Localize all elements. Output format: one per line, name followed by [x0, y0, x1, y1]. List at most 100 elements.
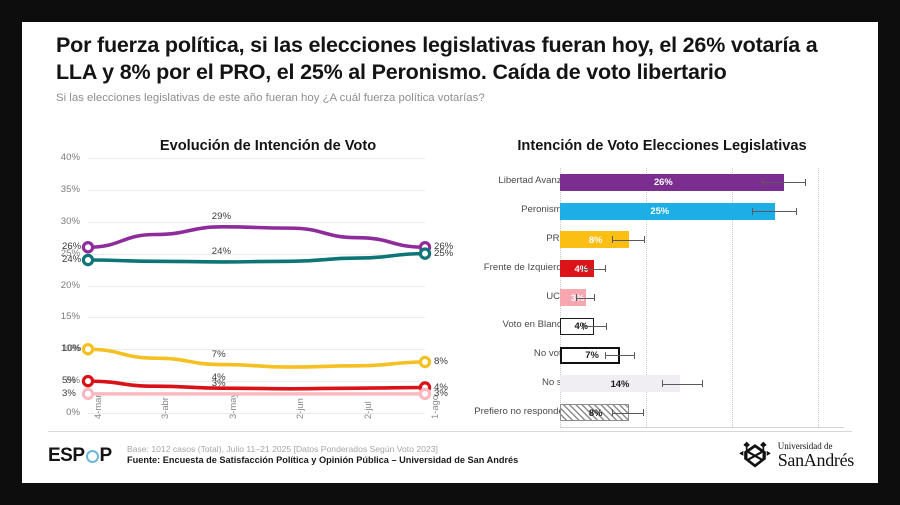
footer-divider [48, 431, 852, 432]
bar-chart-error-bar [661, 383, 702, 385]
bar-chart-value-label: 26% [653, 176, 673, 188]
line-point-label-start: 26% [62, 241, 82, 253]
bar-chart-error-cap [661, 380, 663, 388]
university-name: Universidad de SanAndrés [777, 440, 855, 470]
slide-card: Por fuerza política, si las elecciones l… [22, 22, 878, 483]
line-point-label-mid: 7% [211, 348, 226, 360]
bar-chart-error-cap [604, 351, 606, 359]
bar-chart-error-bar [583, 326, 606, 328]
line-point-label-end: 4% [434, 381, 448, 393]
bar-chart-error-cap [611, 236, 613, 244]
line-point-label-end: 3% [434, 387, 448, 399]
line-chart-title: Evolución de Intención de Voto [159, 138, 377, 154]
bar-chart-plot: 0%10%20%30%Libertad Avanza26%Peronismo25… [462, 134, 877, 469]
line-point-label-mid: 29% [211, 210, 231, 222]
line-point-label-mid: 24% [211, 245, 231, 257]
bar-chart-error-cap [805, 178, 807, 186]
bar-chart-error-cap [605, 322, 607, 330]
bar-chart-error-bar [751, 211, 796, 213]
line-chart-y-tick: 40% [60, 152, 80, 163]
universidad-san-andres-logo: Universidad de SanAndrés [738, 440, 854, 470]
university-line-2: SanAndrés [777, 449, 855, 470]
bar-chart-error-cap [611, 409, 613, 417]
line-point-label-end: 8% [434, 356, 448, 367]
line-chart-y-tick: 25% [60, 247, 80, 259]
bar-chart-error-cap [594, 294, 596, 301]
bar-chart-error-cap [576, 294, 578, 301]
line-chart-gridline [88, 253, 425, 255]
bar-chart-bar [560, 375, 681, 393]
bar-chart-bar [560, 260, 595, 278]
line-chart-gridline [88, 189, 425, 191]
bar-chart-error-bar [576, 297, 595, 299]
bar-chart-error-bar [604, 355, 634, 357]
line-chart-y-tick: 15% [60, 311, 80, 323]
bar-chart-panel: Intención de Voto Elecciones Legislativa… [462, 134, 862, 479]
bar-chart-error-cap [751, 207, 753, 215]
bar-chart-error-cap [795, 207, 797, 215]
bar-chart-error-cap [762, 178, 764, 186]
bar-chart-value-label: 8% [588, 233, 603, 245]
bar-chart-error-bar [611, 239, 645, 241]
line-point-label-start: 10% [62, 343, 82, 355]
bar-chart-value-label: 7% [585, 349, 599, 361]
espop-logo-o-icon [85, 449, 99, 463]
bar-chart-value-label: 8% [588, 406, 603, 418]
header: Por fuerza política, si las elecciones l… [22, 22, 878, 104]
bar-chart-gridline [646, 168, 648, 427]
line-chart-y-tick: 10% [60, 343, 80, 355]
bar-chart-category-label: Peronismo [521, 204, 567, 216]
line-chart-gridline [88, 413, 425, 414]
line-chart-y-tick: 35% [60, 183, 80, 195]
espop-logo-text-2: P [99, 445, 113, 466]
line-point-label-start: 5% [62, 375, 76, 387]
line-chart-gridline [88, 317, 425, 319]
bar-chart-bar [560, 173, 784, 191]
university-line-1: Universidad de [777, 440, 833, 451]
line-chart-series-svg [81, 225, 432, 401]
line-chart-y-tick: 5% [66, 375, 80, 387]
bar-chart-error-cap [583, 322, 585, 330]
page-subtitle: Si las elecciones legislativas de este a… [56, 91, 485, 104]
bar-chart-bar [560, 202, 776, 220]
bar-chart-error-cap [702, 380, 703, 388]
bar-chart-value-label: 14% [610, 377, 630, 389]
bar-chart-category-label: Voto en Blanco [502, 319, 567, 331]
line-chart-gridline [88, 158, 425, 159]
line-point-label-mid: 4% [211, 372, 226, 384]
bar-chart-category-label: Prefiero no responder [474, 405, 567, 417]
bar-chart-error-bar [611, 412, 643, 414]
bar-chart-error-cap [583, 265, 585, 273]
espop-logo-text-1: ESP [48, 445, 85, 466]
bar-chart-value-label: 4% [574, 262, 589, 274]
bar-chart-gridline [818, 168, 820, 427]
line-point-label-end: 25% [434, 247, 454, 259]
page-title: Por fuerza política, si las elecciones l… [56, 33, 818, 85]
footer-source: Fuente: Encuesta de Satisfacción Polític… [127, 455, 519, 465]
bar-chart-gridline [732, 168, 734, 427]
bar-chart-error-cap [634, 351, 635, 359]
line-chart-gridline [88, 285, 425, 287]
line-chart-y-tick: 0% [66, 407, 80, 418]
bar-chart-value-label: 4% [574, 320, 589, 332]
bar-chart-category-label: Frente de Izquierda [483, 261, 567, 273]
line-point-label-start: 3% [62, 387, 76, 399]
bar-chart-value-label: 3% [571, 292, 585, 303]
espop-logo: ESP P [48, 445, 112, 467]
bar-chart-error-cap [642, 409, 644, 417]
footer-base: Base: 1012 casos (Total), Julio 11–21 20… [127, 444, 438, 454]
line-chart-gridline [88, 349, 425, 351]
bar-chart-error-cap [604, 265, 606, 273]
bar-chart-error-cap [644, 236, 646, 244]
line-chart-gridline [88, 381, 425, 383]
line-chart-y-tick: 30% [60, 215, 80, 227]
bar-chart-category-label: No voto [533, 348, 567, 360]
bar-chart-x-axis [560, 427, 844, 428]
line-chart-plot: 0% 5% 10% 15% 20% 25% 30% 35% 40% 4-mar 3-abr 3-may… [40, 134, 455, 469]
bar-chart-bar [560, 289, 586, 306]
bar-chart-value-label: 25% [650, 205, 670, 217]
bar-chart-category-label: PRO [546, 232, 567, 244]
line-chart-gridline [88, 221, 425, 223]
bar-chart-error-bar [583, 268, 605, 270]
